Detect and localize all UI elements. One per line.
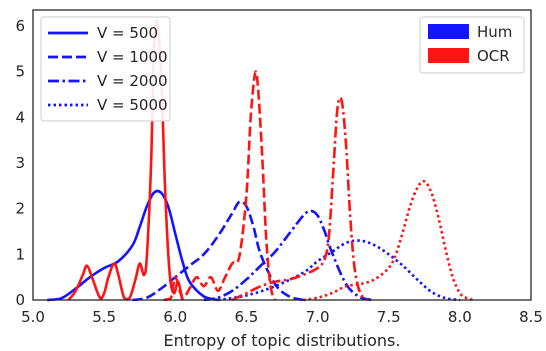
series-line-ocr-2000	[231, 96, 369, 302]
y-tick-label: 5	[15, 63, 25, 81]
y-tick-label: 3	[15, 154, 25, 172]
x-tick-label: 7.0	[306, 308, 330, 326]
legend-label: V = 1000	[97, 48, 168, 66]
legend-label: Hum	[477, 23, 512, 41]
series-line-ocr-5000	[303, 179, 475, 302]
series-line-hum-500	[47, 189, 219, 302]
y-tick-label: 2	[15, 200, 25, 218]
x-tick-label: 7.5	[377, 308, 401, 326]
x-tick-label: 5.5	[92, 308, 116, 326]
plot-frame	[32, 9, 532, 301]
legend-color-swatch	[428, 48, 469, 63]
series-line-hum-5000	[217, 239, 461, 302]
y-tick-label: 4	[15, 108, 25, 126]
legend-source: Hum OCR	[419, 16, 525, 74]
legend-label: V = 500	[97, 24, 158, 42]
legend-box	[40, 16, 171, 122]
x-axis-label: Entropy of topic distributions.	[164, 331, 401, 350]
series-line-ocr-1000	[163, 70, 277, 302]
series-layer	[47, 19, 475, 302]
series-line-hum-2000	[203, 209, 375, 302]
legend-label: V = 2000	[97, 72, 168, 90]
x-tick-label: 8.0	[448, 308, 472, 326]
x-tick-label: 6.0	[163, 308, 187, 326]
series-line-ocr-500	[67, 19, 184, 301]
legend-vocab-size: V = 500 V = 1000 V = 2000 V = 5000	[40, 16, 171, 122]
y-tick-label: 1	[15, 245, 25, 263]
x-tick-label: 5.0	[21, 308, 45, 326]
x-tick-label: 8.5	[519, 308, 543, 326]
ticks-layer: 5.0 5.5 6.0 6.5 7.0 7.5 8.0 8.5 0 1 2 3 4 5 6	[15, 17, 542, 326]
x-tick-label: 6.5	[234, 308, 258, 326]
y-tick-label: 0	[15, 291, 25, 309]
y-tick-label: 6	[15, 17, 25, 35]
legend-color-swatch	[428, 24, 469, 39]
legend-label: V = 5000	[97, 96, 168, 114]
legend-label: OCR	[477, 47, 510, 65]
